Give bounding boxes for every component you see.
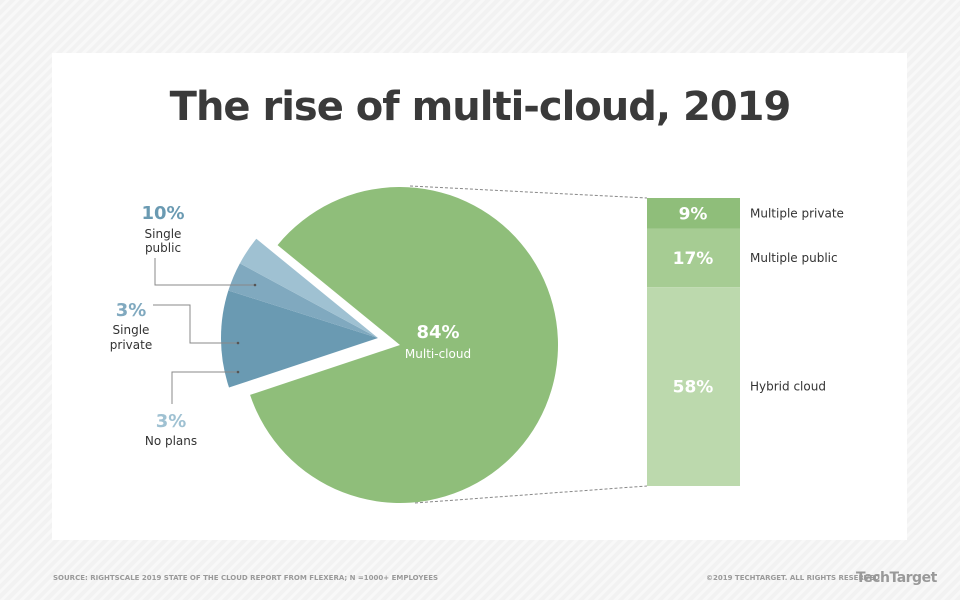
slice-label: Single	[113, 323, 150, 337]
connector-line-top	[409, 185, 648, 199]
connector-line-bottom	[414, 485, 648, 504]
leader-dot	[236, 370, 240, 374]
leader-line	[171, 371, 238, 404]
bar-segment-label: Multiple public	[750, 251, 838, 265]
pie-slice-single-private	[228, 263, 378, 338]
bar-segment-label: Multiple private	[750, 206, 844, 220]
bar-segment	[647, 228, 740, 288]
chart-title: The rise of multi-cloud, 2019	[169, 84, 792, 130]
slice-value: 10%	[141, 203, 184, 224]
bar-segment	[647, 287, 740, 486]
leader-dot	[236, 341, 240, 345]
multi-cloud-label: Multi-cloud	[405, 347, 471, 361]
leader-line	[154, 258, 255, 286]
bar-segment-value: 58%	[673, 378, 714, 398]
slice-value: 3%	[116, 300, 147, 321]
slice-value: 3%	[156, 411, 187, 432]
pie-slice-no-plans	[239, 238, 378, 338]
slice-label: public	[145, 241, 181, 255]
techtarget-logo: TechTarget	[856, 570, 937, 586]
slice-label: Single	[145, 227, 182, 241]
multi-cloud-value: 84%	[416, 322, 459, 343]
copyright: ©2019 TECHTARGET. ALL RIGHTS RESERVED	[706, 574, 880, 582]
source-note: SOURCE: RIGHTSCALE 2019 STATE OF THE CLO…	[53, 574, 439, 582]
bar-segment-label: Hybrid cloud	[750, 380, 826, 394]
slice-label: No plans	[145, 434, 197, 448]
leader-dot	[253, 283, 257, 287]
pie-slice-multi-cloud	[250, 187, 559, 504]
pie-slice-single-public	[221, 290, 378, 388]
bar-segment-value: 17%	[673, 249, 714, 269]
slice-label: private	[110, 338, 152, 352]
bar-segment-value: 9%	[679, 204, 708, 224]
leader-line	[153, 304, 238, 344]
bar-segment	[647, 198, 740, 229]
